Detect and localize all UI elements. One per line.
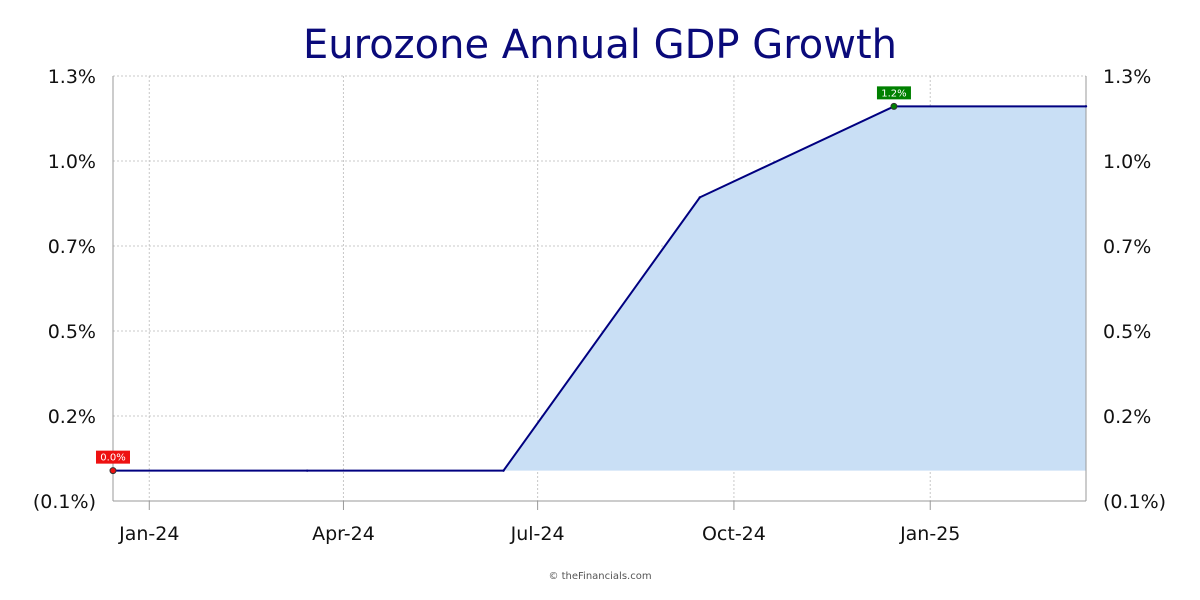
y-tick-label-left: 0.2% — [48, 406, 96, 428]
y-tick-label-left: 0.7% — [48, 236, 96, 258]
y-tick-label-right: (0.1%) — [1103, 491, 1166, 513]
y-tick-label-left: 1.3% — [48, 66, 96, 88]
x-tick-label: Oct-24 — [702, 523, 766, 545]
y-tick-label-right: 0.2% — [1103, 406, 1151, 428]
max-label: 1.2% — [881, 88, 906, 99]
x-tick-label: Jan-24 — [118, 523, 179, 545]
axes — [112, 76, 1087, 510]
x-tick-label: Jul-24 — [510, 523, 565, 545]
series-line — [113, 105, 1086, 472]
y-tick-label-left: 0.5% — [48, 321, 96, 343]
x-tick-label: Jan-25 — [899, 523, 960, 545]
x-tick-label: Apr-24 — [312, 523, 375, 545]
y-tick-label-right: 1.0% — [1103, 151, 1151, 173]
min-marker — [109, 467, 117, 475]
min-label: 0.0% — [100, 453, 125, 464]
data-point — [502, 469, 505, 472]
tick-labels: (0.1%) (0.1%) 0.2% 0.2% 0.5% 0.5% 0.7% 0.7% 1.0%… — [33, 66, 1166, 545]
area-fill — [113, 106, 1086, 471]
y-tick-label-right: 0.7% — [1103, 236, 1151, 258]
chart-title: Eurozone Annual GDP Growth — [303, 22, 897, 68]
data-point — [1084, 105, 1088, 108]
max-marker — [890, 102, 898, 110]
credit: © theFinancials.com — [548, 571, 651, 582]
markers: 0.0% 1.2% — [96, 86, 1088, 475]
y-tick-label-left: (0.1%) — [33, 491, 96, 513]
y-tick-label-right: 0.5% — [1103, 321, 1151, 343]
min-label-box — [96, 450, 130, 464]
data-point — [698, 196, 701, 199]
data-point — [305, 469, 309, 472]
y-tick-label-right: 1.3% — [1103, 66, 1151, 88]
y-tick-label-left: 1.0% — [48, 151, 96, 173]
max-label-box — [876, 86, 911, 100]
